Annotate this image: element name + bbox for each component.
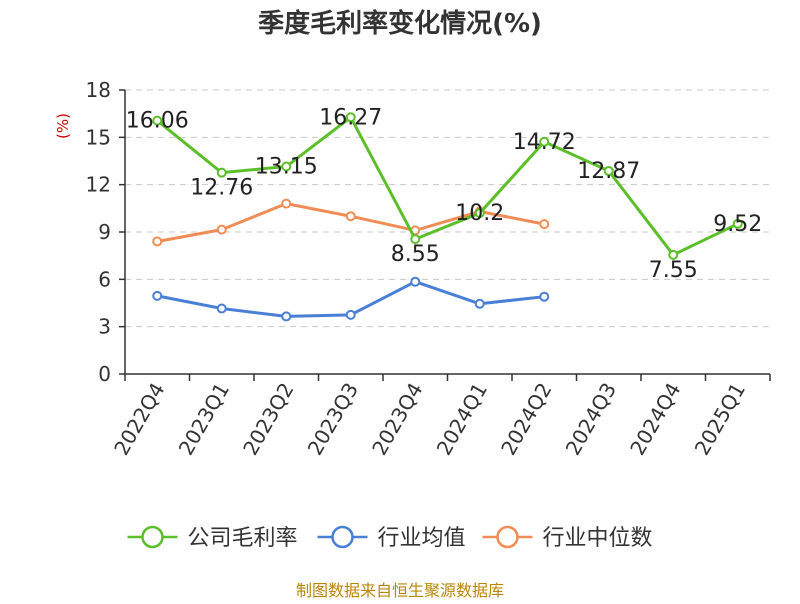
data-point: [539, 291, 550, 302]
y-tick-label: 18: [86, 78, 111, 102]
data-label: 10.2: [455, 201, 504, 226]
data-label: 8.55: [391, 242, 440, 267]
legend-label: 行业中位数: [543, 526, 653, 551]
data-point: [603, 165, 614, 176]
series-line: [156, 115, 739, 257]
legend-label: 公司毛利率: [188, 526, 298, 551]
y-tick-label: 6: [98, 267, 111, 291]
data-label: 13.15: [255, 155, 318, 180]
data-point: [281, 198, 292, 209]
y-tick-label: 0: [98, 362, 111, 386]
legend: 公司毛利率 行业均值 行业中位数: [127, 525, 653, 551]
data-point: [474, 208, 485, 219]
data-point: [345, 309, 356, 320]
x-tick-label: 2023Q1: [174, 379, 234, 460]
y-tick-label: 15: [86, 125, 111, 149]
data-point: [410, 276, 421, 287]
x-tick-label: 2025Q1: [690, 379, 750, 460]
legend-marker: [331, 525, 354, 549]
data-label: 12.76: [190, 176, 253, 201]
data-point: [152, 290, 163, 301]
y-axis-unit: (%): [54, 113, 72, 139]
x-tick-label: 2024Q1: [432, 379, 492, 460]
data-label: 9.52: [713, 212, 762, 237]
y-tick-label: 12: [86, 173, 111, 197]
data-point: [216, 303, 227, 314]
x-tick-label: 2023Q4: [367, 379, 427, 460]
data-label: 16.06: [126, 109, 189, 134]
data-point: [345, 112, 356, 123]
data-label: 14.72: [513, 130, 576, 155]
data-point: [668, 249, 679, 260]
y-tick-label: 9: [98, 220, 111, 244]
data-point: [281, 161, 292, 172]
legend-label: 行业均值: [378, 526, 466, 551]
data-point: [281, 311, 292, 322]
legend-marker: [496, 525, 519, 549]
data-point: [410, 234, 421, 245]
data-point: [539, 136, 550, 147]
x-tick-label: 2024Q3: [561, 379, 621, 460]
y-tick-label: 3: [98, 315, 111, 339]
data-label: 16.27: [319, 105, 382, 130]
data-point: [345, 211, 356, 222]
series-lines: [152, 112, 743, 322]
data-point: [732, 218, 743, 229]
x-tick-label: 2023Q3: [303, 379, 363, 460]
x-tick-label: 2023Q2: [238, 379, 298, 460]
data-label: 7.55: [649, 258, 698, 283]
x-tick-label: 2024Q2: [496, 379, 556, 460]
data-point: [539, 219, 550, 230]
data-point: [216, 224, 227, 235]
x-tick-label: 2024Q4: [625, 379, 685, 460]
chart-title: 季度毛利率变化情况(%): [258, 8, 542, 39]
data-point: [474, 298, 485, 309]
data-point: [152, 115, 163, 126]
legend-marker: [141, 525, 164, 549]
data-label: 12.87: [577, 159, 640, 184]
source-note: 制图数据来自恒生聚源数据库: [296, 581, 504, 600]
data-point: [152, 236, 163, 247]
grid-lines: [125, 89, 770, 328]
x-tick-label: 2022Q4: [109, 379, 169, 460]
data-point: [216, 167, 227, 178]
